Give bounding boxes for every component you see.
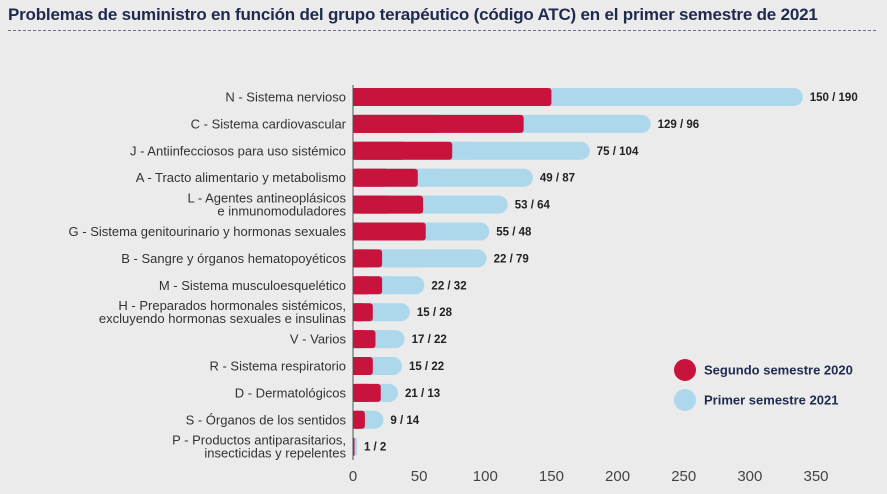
category-label: B - Sangre y órganos hematopoyéticos: [121, 251, 346, 266]
data-label: 53 / 64: [515, 200, 551, 212]
legend-swatch: [674, 359, 696, 381]
category-label: C - Sistema cardiovascular: [191, 116, 347, 131]
bar-segundo-semestre-2020-base: [353, 437, 354, 456]
x-tick-label: 350: [803, 468, 828, 485]
data-label: 21 / 13: [405, 388, 440, 400]
bar-segundo-semestre-2020-base: [353, 114, 439, 133]
data-label: 17 / 22: [412, 334, 447, 346]
category-label: V - Varios: [290, 332, 347, 347]
bar-segundo-semestre-2020-base: [353, 168, 386, 187]
category-label: D - Dermatológicos: [235, 385, 347, 400]
data-label: 22 / 79: [494, 253, 529, 265]
data-label: 55 / 48: [496, 227, 532, 239]
category-label: A - Tracto alimentario y metabolismo: [136, 170, 346, 185]
bar-segundo-semestre-2020-base: [353, 141, 403, 160]
data-label: 15 / 28: [417, 307, 453, 319]
x-tick-label: 100: [473, 468, 498, 485]
category-label: P - Productos antiparasitarios, insectici…: [172, 433, 346, 461]
data-label: 75 / 104: [597, 146, 639, 158]
category-label: S - Órganos de los sentidos: [186, 412, 347, 427]
bar-segundo-semestre-2020-base: [353, 383, 367, 402]
x-tick-label: 0: [349, 468, 357, 485]
category-label: H - Preparados hormonales sistémicos, exc…: [99, 298, 347, 326]
bar-segundo-semestre-2020-base: [353, 249, 368, 268]
bar-segundo-semestre-2020-base: [353, 357, 363, 375]
category-label: M - Sistema musculoesquelético: [159, 278, 346, 293]
bar-segundo-semestre-2020-base: [353, 276, 368, 295]
legend-label: Segundo semestre 2020: [704, 363, 853, 378]
category-label: L - Agentes antineoplásicos e inmunomodul…: [187, 191, 346, 219]
category-label: N - Sistema nervioso: [225, 90, 346, 105]
category-label: J - Antiinfecciosos para uso sistémico: [130, 143, 346, 158]
data-label: 9 / 14: [390, 415, 419, 427]
bar-segundo-semestre-2020-base: [353, 330, 365, 349]
bar-segundo-semestre-2020-base: [353, 410, 359, 429]
bar-segundo-semestre-2020-base: [353, 88, 453, 106]
data-label: 22 / 32: [431, 280, 466, 292]
bar-segundo-semestre-2020-base: [353, 303, 363, 322]
legend-swatch: [674, 389, 696, 411]
x-tick-label: 250: [671, 468, 696, 485]
legend-label: Primer semestre 2021: [704, 393, 838, 408]
x-tick-label: 50: [411, 468, 428, 485]
bar-segundo-semestre-2020-base: [353, 195, 389, 214]
data-label: 15 / 22: [409, 361, 444, 373]
chart-title: Problemas de suministro en función del g…: [8, 5, 818, 24]
data-label: 129 / 96: [658, 119, 700, 131]
x-tick-label: 200: [605, 468, 630, 485]
bar-segundo-semestre-2020-base: [353, 222, 390, 241]
title-divider: [8, 30, 876, 31]
category-label: G - Sistema genitourinario y hormonas se…: [69, 224, 347, 239]
data-label: 1 / 2: [364, 442, 386, 454]
data-label: 49 / 87: [540, 173, 575, 185]
data-label: 150 / 190: [810, 92, 858, 104]
category-label: R - Sistema respiratorio: [209, 359, 346, 374]
x-tick-label: 300: [737, 468, 762, 485]
x-tick-label: 150: [539, 468, 564, 485]
